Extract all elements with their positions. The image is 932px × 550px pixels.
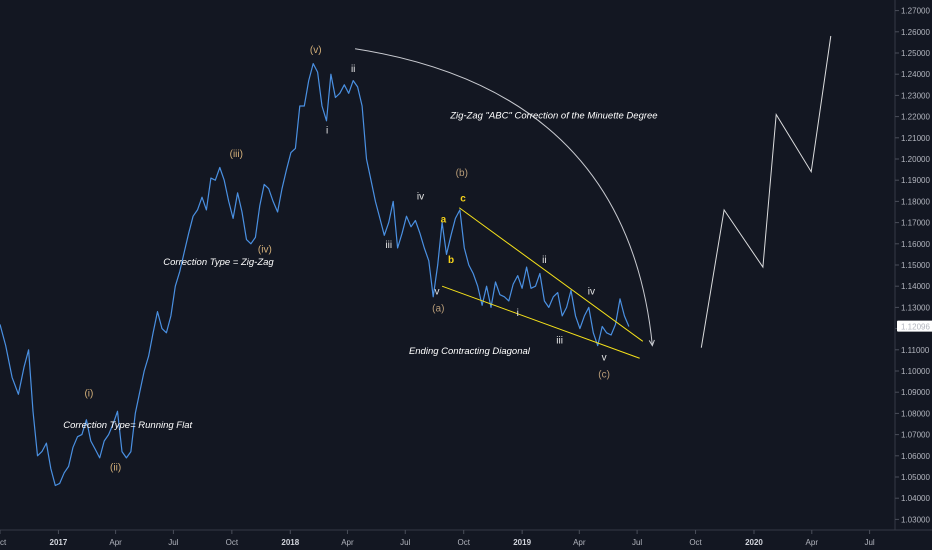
y-tick-label: 1.13000 xyxy=(901,303,930,312)
y-tick-label: 1.18000 xyxy=(901,197,930,206)
y-tick-label: 1.11000 xyxy=(901,346,930,355)
plot-area xyxy=(0,62,630,487)
wave-label: (i) xyxy=(84,388,93,399)
y-tick-label: 1.09000 xyxy=(901,388,930,397)
y-tick-label: 1.25000 xyxy=(901,49,930,58)
wave-label: i xyxy=(326,126,328,137)
wave-label: (c) xyxy=(598,369,610,380)
y-tick-label: 1.23000 xyxy=(901,91,930,100)
x-tick-label: Jul xyxy=(864,538,874,547)
annotations: Zig-Zag "ABC" Correction of the Minuette… xyxy=(63,111,657,432)
x-tick-label: Apr xyxy=(573,538,586,547)
y-tick-label: 1.14000 xyxy=(901,282,930,291)
wave-label: b xyxy=(448,255,454,266)
wave-label: iii xyxy=(556,335,563,346)
diagonal-trendline xyxy=(458,207,644,342)
y-tick-label: 1.26000 xyxy=(901,28,930,37)
x-tick-label: 2020 xyxy=(745,538,763,547)
diagonal-trendline xyxy=(441,285,640,359)
annotation-text: Correction Type= Running Flat xyxy=(63,420,192,431)
x-tick-label: 2019 xyxy=(513,538,531,547)
correction-arc xyxy=(355,48,655,347)
y-tick-label: 1.05000 xyxy=(901,473,930,482)
wave-label: i xyxy=(517,308,519,319)
wave-label: (ii) xyxy=(110,463,121,474)
y-tick-label: 1.24000 xyxy=(901,70,930,79)
y-tick-label: 1.17000 xyxy=(901,219,930,228)
y-tick-label: 1.16000 xyxy=(901,240,930,249)
annotation-text: Correction Type = Zig-Zag xyxy=(163,257,274,268)
wave-label: (iv) xyxy=(258,244,272,255)
wave-label: c xyxy=(460,193,466,204)
projection-line xyxy=(700,35,832,348)
correction-arc-line xyxy=(355,48,653,346)
y-tick-label: 1.15000 xyxy=(901,261,930,270)
price-series-line xyxy=(0,62,630,487)
y-tick-label: 1.10000 xyxy=(901,367,930,376)
diagonal-trendlines xyxy=(441,207,644,359)
projection-path xyxy=(700,35,832,348)
y-tick-label: 1.04000 xyxy=(901,494,930,503)
annotation-text: Zig-Zag "ABC" Correction of the Minuette… xyxy=(449,111,657,122)
wave-label: a xyxy=(441,215,447,226)
y-tick-label: 1.19000 xyxy=(901,176,930,185)
last-price-tag: 1.12096 xyxy=(897,320,932,332)
x-tick-label: Oct xyxy=(226,538,239,547)
x-tick-label: Jul xyxy=(400,538,410,547)
wave-label: iv xyxy=(417,191,424,202)
annotation-text: Ending Contracting Diagonal xyxy=(409,346,531,357)
y-tick-label: 1.20000 xyxy=(901,155,930,164)
wave-label: ii xyxy=(542,255,546,266)
x-tick-label: 2018 xyxy=(281,538,299,547)
arrow-head-icon xyxy=(648,339,655,347)
y-tick-label: 1.06000 xyxy=(901,452,930,461)
x-tick-label: Oct xyxy=(457,538,470,547)
x-tick-label: Apr xyxy=(109,538,122,547)
y-tick-label: 1.07000 xyxy=(901,431,930,440)
last-price-tag-box xyxy=(897,320,932,332)
x-axis[interactable]: Oct 2017 Apr Jul Oct 2018 Apr Jul Oct 2019 Apr Jul O… xyxy=(0,530,875,547)
wave-label: iv xyxy=(588,287,595,298)
x-tick-label: 2017 xyxy=(50,538,68,547)
wave-label: (b) xyxy=(456,168,468,179)
last-price-tag-value: 1.12096 xyxy=(901,323,930,332)
x-tick-label: Oct xyxy=(0,538,7,547)
y-tick-label: 1.22000 xyxy=(901,113,930,122)
x-tick-label: Apr xyxy=(806,538,819,547)
y-tick-label: 1.27000 xyxy=(901,7,930,16)
y-tick-label: 1.21000 xyxy=(901,134,930,143)
x-tick-label: Oct xyxy=(689,538,702,547)
y-tick-label: 1.08000 xyxy=(901,409,930,418)
x-tick-label: Apr xyxy=(341,538,354,547)
wave-label: iii xyxy=(385,240,392,251)
wave-label: v xyxy=(435,287,440,298)
wave-label: (a) xyxy=(432,304,444,315)
x-tick-label: Jul xyxy=(168,538,178,547)
x-tick-label: Jul xyxy=(632,538,642,547)
y-tick-label: 1.03000 xyxy=(901,515,930,524)
wave-label: v xyxy=(602,352,607,363)
wave-label: (v) xyxy=(310,45,322,56)
wave-label: ii xyxy=(351,64,355,75)
wave-label: (iii) xyxy=(230,149,243,160)
